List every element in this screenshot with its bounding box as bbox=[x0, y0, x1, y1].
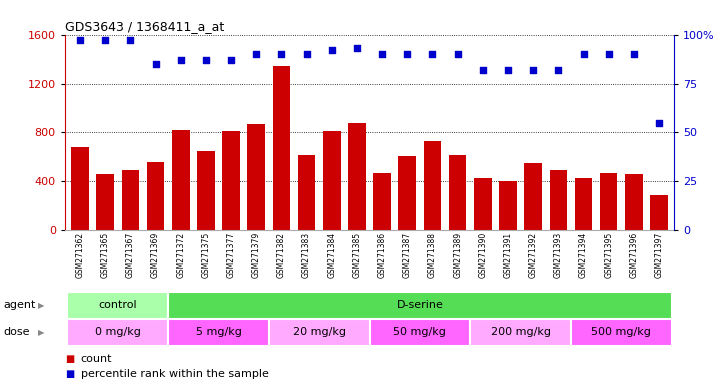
Bar bbox=[575, 178, 593, 230]
Point bbox=[376, 51, 388, 57]
Point bbox=[578, 51, 589, 57]
Text: 50 mg/kg: 50 mg/kg bbox=[394, 327, 446, 337]
Text: count: count bbox=[81, 354, 112, 364]
Bar bbox=[273, 66, 291, 230]
Text: ■: ■ bbox=[65, 369, 74, 379]
Bar bbox=[247, 124, 265, 230]
Point bbox=[74, 37, 86, 43]
Text: 5 mg/kg: 5 mg/kg bbox=[195, 327, 242, 337]
Bar bbox=[625, 174, 642, 230]
Text: 500 mg/kg: 500 mg/kg bbox=[591, 327, 651, 337]
Bar bbox=[571, 319, 672, 346]
Text: GDS3643 / 1368411_a_at: GDS3643 / 1368411_a_at bbox=[65, 20, 224, 33]
Bar bbox=[373, 173, 391, 230]
Text: percentile rank within the sample: percentile rank within the sample bbox=[81, 369, 269, 379]
Text: agent: agent bbox=[4, 300, 36, 310]
Text: D-serine: D-serine bbox=[397, 300, 443, 310]
Point bbox=[150, 61, 162, 67]
Point bbox=[200, 57, 212, 63]
Point bbox=[402, 51, 413, 57]
Point bbox=[527, 67, 539, 73]
Text: ■: ■ bbox=[65, 354, 74, 364]
Text: 20 mg/kg: 20 mg/kg bbox=[293, 327, 345, 337]
Bar bbox=[222, 131, 240, 230]
Text: 200 mg/kg: 200 mg/kg bbox=[490, 327, 551, 337]
Bar bbox=[269, 319, 369, 346]
Text: 0 mg/kg: 0 mg/kg bbox=[95, 327, 141, 337]
Bar bbox=[369, 319, 470, 346]
Point bbox=[99, 37, 111, 43]
Bar bbox=[399, 156, 416, 230]
Bar bbox=[524, 163, 542, 230]
Bar bbox=[197, 151, 215, 230]
Bar bbox=[448, 154, 466, 230]
Bar bbox=[424, 141, 441, 230]
Point bbox=[653, 120, 665, 126]
Bar bbox=[499, 182, 517, 230]
Point bbox=[351, 45, 363, 51]
Text: ▶: ▶ bbox=[37, 328, 44, 337]
Bar bbox=[323, 131, 340, 230]
Text: control: control bbox=[99, 300, 137, 310]
Bar bbox=[470, 319, 571, 346]
Point bbox=[552, 67, 564, 73]
Bar bbox=[146, 162, 164, 230]
Point bbox=[275, 51, 287, 57]
Bar bbox=[348, 123, 366, 230]
Point bbox=[301, 51, 312, 57]
Text: dose: dose bbox=[4, 327, 30, 337]
Point bbox=[125, 37, 136, 43]
Point bbox=[175, 57, 187, 63]
Point bbox=[628, 51, 640, 57]
Bar bbox=[122, 170, 139, 230]
Bar bbox=[474, 178, 492, 230]
Bar bbox=[97, 174, 114, 230]
Point bbox=[250, 51, 262, 57]
Bar bbox=[168, 319, 269, 346]
Bar bbox=[650, 195, 668, 230]
Text: ▶: ▶ bbox=[37, 301, 44, 310]
Bar bbox=[71, 147, 89, 230]
Point bbox=[503, 67, 514, 73]
Bar bbox=[172, 130, 190, 230]
Point bbox=[603, 51, 614, 57]
Point bbox=[477, 67, 489, 73]
Point bbox=[326, 47, 337, 53]
Bar bbox=[168, 292, 672, 319]
Bar bbox=[549, 170, 567, 230]
Point bbox=[225, 57, 236, 63]
Bar bbox=[67, 319, 168, 346]
Point bbox=[452, 51, 464, 57]
Point bbox=[427, 51, 438, 57]
Bar bbox=[298, 154, 315, 230]
Bar bbox=[600, 173, 617, 230]
Bar bbox=[67, 292, 168, 319]
